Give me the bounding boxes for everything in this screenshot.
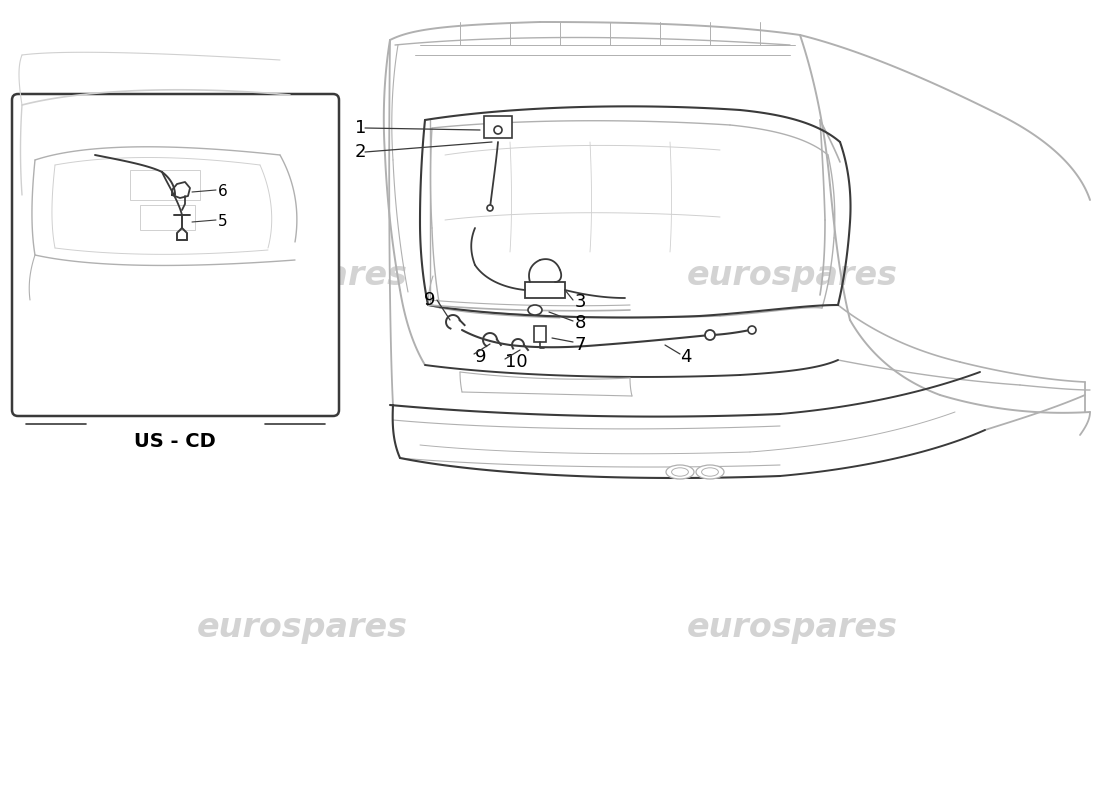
Circle shape (705, 330, 715, 340)
Text: eurospares: eurospares (197, 259, 408, 293)
Text: US - CD: US - CD (134, 432, 216, 451)
Bar (534, 326, 546, 342)
Ellipse shape (702, 468, 718, 476)
Bar (130, 170, 200, 200)
Text: 9: 9 (475, 348, 486, 366)
Text: 5: 5 (218, 214, 228, 230)
Text: 4: 4 (680, 348, 692, 366)
FancyBboxPatch shape (12, 94, 339, 416)
Text: eurospares: eurospares (686, 611, 898, 645)
Text: 9: 9 (424, 291, 434, 309)
Bar (484, 116, 512, 138)
Bar (140, 205, 195, 230)
Text: 10: 10 (505, 353, 528, 371)
Text: eurospares: eurospares (686, 259, 898, 293)
Text: 6: 6 (218, 185, 228, 199)
Bar (525, 282, 565, 298)
Ellipse shape (528, 305, 542, 315)
Text: 2: 2 (355, 143, 366, 161)
Text: eurospares: eurospares (197, 611, 408, 645)
Circle shape (748, 326, 756, 334)
Ellipse shape (672, 468, 689, 476)
Ellipse shape (696, 465, 724, 479)
Text: 8: 8 (575, 314, 586, 332)
Text: 3: 3 (575, 293, 586, 311)
Circle shape (487, 205, 493, 211)
Text: 7: 7 (575, 336, 586, 354)
Circle shape (494, 126, 502, 134)
Text: 1: 1 (355, 119, 366, 137)
Ellipse shape (666, 465, 694, 479)
